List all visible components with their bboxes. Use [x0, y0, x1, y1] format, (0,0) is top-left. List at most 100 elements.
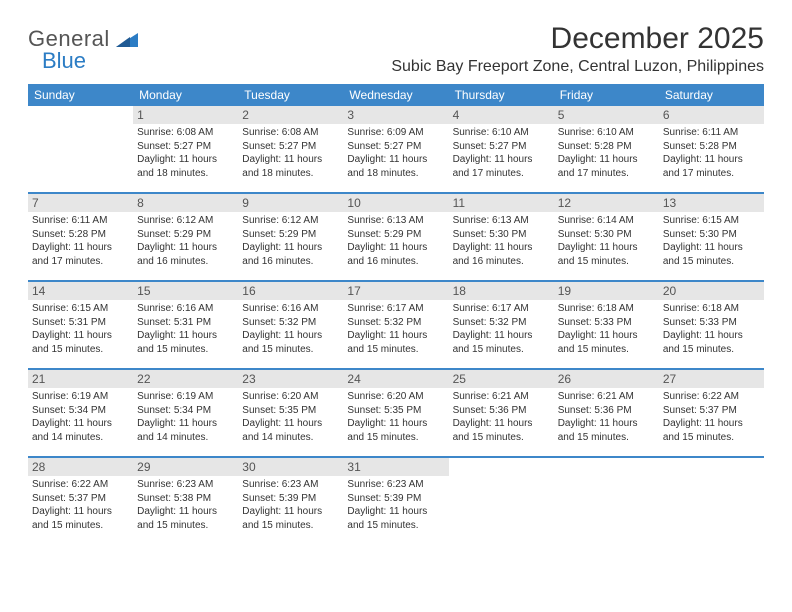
calendar-cell: 9Sunrise: 6:12 AMSunset: 5:29 PMDaylight…: [238, 194, 343, 280]
calendar-cell: 2Sunrise: 6:08 AMSunset: 5:27 PMDaylight…: [238, 106, 343, 192]
sunrise-line: Sunrise: 6:10 AM: [558, 126, 655, 140]
day-number: 3: [343, 106, 448, 124]
calendar-cell: 22 Sunrise: 6:19 AMSunset: 5:34 PMDayligh…: [133, 370, 238, 456]
calendar-cell: [659, 458, 764, 544]
sunset-line: Sunset: 5:34 PM: [32, 404, 129, 418]
sunrise-line: Sunrise: 6:22 AM: [32, 478, 129, 492]
calendar-cell: 16 Sunrise: 6:16 AMSunset: 5:32 PMDayligh…: [238, 282, 343, 368]
calendar-cell: 11Sunrise: 6:13 AMSunset: 5:30 PMDayligh…: [449, 194, 554, 280]
day-info: Sunrise: 6:18 AMSunset: 5:33 PMDaylight:…: [663, 302, 760, 356]
day-number: 2: [238, 106, 343, 124]
logo-triangle-icon: [116, 31, 138, 52]
calendar-cell: 25Sunrise: 6:21 AMSunset: 5:36 PMDayligh…: [449, 370, 554, 456]
day-info: Sunrise: 6:23 AMSunset: 5:39 PMDaylight:…: [347, 478, 444, 532]
calendar-cell: 12Sunrise: 6:14 AMSunset: 5:30 PMDayligh…: [554, 194, 659, 280]
day-info: Sunrise: 6:20 AMSunset: 5:35 PMDaylight:…: [242, 390, 339, 444]
sunrise-line: Sunrise: 6:18 AM: [558, 302, 655, 316]
sunset-line: Sunset: 5:32 PM: [453, 316, 550, 330]
daylight-line: Daylight: 11 hours and 15 minutes.: [347, 417, 444, 444]
day-info: Sunrise: 6:10 AMSunset: 5:27 PMDaylight:…: [453, 126, 550, 180]
calendar-cell: 14Sunrise: 6:15 AMSunset: 5:31 PMDayligh…: [28, 282, 133, 368]
daylight-line: Daylight: 11 hours and 15 minutes.: [242, 505, 339, 532]
sunset-line: Sunset: 5:32 PM: [347, 316, 444, 330]
day-number: 21: [28, 370, 133, 388]
calendar-cell: 26Sunrise: 6:21 AMSunset: 5:36 PMDayligh…: [554, 370, 659, 456]
day-number: 28: [28, 458, 133, 476]
day-number: 15: [133, 282, 238, 300]
sunset-line: Sunset: 5:39 PM: [347, 492, 444, 506]
daylight-line: Daylight: 11 hours and 17 minutes.: [453, 153, 550, 180]
day-number: 16: [238, 282, 343, 300]
sunrise-line: Sunrise: 6:09 AM: [347, 126, 444, 140]
day-info: Sunrise: 6:23 AMSunset: 5:39 PMDaylight:…: [242, 478, 339, 532]
page-header: General Blue December 2025 Subic Bay Fre…: [28, 22, 764, 76]
sunset-line: Sunset: 5:38 PM: [137, 492, 234, 506]
calendar-cell: 7 Sunrise: 6:11 AMSunset: 5:28 PMDaylight…: [28, 194, 133, 280]
sunset-line: Sunset: 5:37 PM: [663, 404, 760, 418]
day-number: 10: [343, 194, 448, 212]
sunset-line: Sunset: 5:27 PM: [453, 140, 550, 154]
calendar-week-row: 1Sunrise: 6:08 AMSunset: 5:27 PMDaylight…: [28, 106, 764, 192]
daylight-line: Daylight: 11 hours and 14 minutes.: [137, 417, 234, 444]
sunrise-line: Sunrise: 6:10 AM: [453, 126, 550, 140]
calendar-cell: 13Sunrise: 6:15 AMSunset: 5:30 PMDayligh…: [659, 194, 764, 280]
sunset-line: Sunset: 5:34 PM: [137, 404, 234, 418]
daylight-line: Daylight: 11 hours and 15 minutes.: [32, 505, 129, 532]
calendar-week-row: 21Sunrise: 6:19 AMSunset: 5:34 PMDayligh…: [28, 368, 764, 456]
calendar-cell: 3 Sunrise: 6:09 AMSunset: 5:27 PMDaylight…: [343, 106, 448, 192]
day-number: 22: [133, 370, 238, 388]
daylight-line: Daylight: 11 hours and 15 minutes.: [663, 417, 760, 444]
sunrise-line: Sunrise: 6:15 AM: [663, 214, 760, 228]
calendar-cell: 30 Sunrise: 6:23 AMSunset: 5:39 PMDayligh…: [238, 458, 343, 544]
brand-logo: General Blue: [28, 22, 138, 74]
day-info: Sunrise: 6:16 AMSunset: 5:32 PMDaylight:…: [242, 302, 339, 356]
day-header: Wednesday: [343, 84, 448, 106]
calendar-cell: 18Sunrise: 6:17 AMSunset: 5:32 PMDayligh…: [449, 282, 554, 368]
daylight-line: Daylight: 11 hours and 15 minutes.: [558, 329, 655, 356]
day-number: 23: [238, 370, 343, 388]
sunset-line: Sunset: 5:30 PM: [453, 228, 550, 242]
sunrise-line: Sunrise: 6:13 AM: [453, 214, 550, 228]
calendar-cell: 29Sunrise: 6:23 AMSunset: 5:38 PMDayligh…: [133, 458, 238, 544]
day-info: Sunrise: 6:23 AMSunset: 5:38 PMDaylight:…: [137, 478, 234, 532]
day-info: Sunrise: 6:13 AMSunset: 5:30 PMDaylight:…: [453, 214, 550, 268]
daylight-line: Daylight: 11 hours and 18 minutes.: [137, 153, 234, 180]
sunrise-line: Sunrise: 6:19 AM: [137, 390, 234, 404]
day-info: Sunrise: 6:18 AMSunset: 5:33 PMDaylight:…: [558, 302, 655, 356]
day-info: Sunrise: 6:11 AMSunset: 5:28 PMDaylight:…: [32, 214, 129, 268]
daylight-line: Daylight: 11 hours and 16 minutes.: [453, 241, 550, 268]
day-number: 6: [659, 106, 764, 124]
calendar-cell: 21Sunrise: 6:19 AMSunset: 5:34 PMDayligh…: [28, 370, 133, 456]
month-year-title: December 2025: [391, 22, 764, 56]
sunrise-line: Sunrise: 6:17 AM: [347, 302, 444, 316]
sunrise-line: Sunrise: 6:14 AM: [558, 214, 655, 228]
day-info: Sunrise: 6:17 AMSunset: 5:32 PMDaylight:…: [453, 302, 550, 356]
calendar-cell: 1Sunrise: 6:08 AMSunset: 5:27 PMDaylight…: [133, 106, 238, 192]
sunset-line: Sunset: 5:28 PM: [663, 140, 760, 154]
sunrise-line: Sunrise: 6:20 AM: [242, 390, 339, 404]
day-number: 17: [343, 282, 448, 300]
day-number: 20: [659, 282, 764, 300]
calendar-cell: [554, 458, 659, 544]
sunset-line: Sunset: 5:27 PM: [347, 140, 444, 154]
daylight-line: Daylight: 11 hours and 15 minutes.: [347, 505, 444, 532]
day-number: 30: [238, 458, 343, 476]
sunset-line: Sunset: 5:27 PM: [242, 140, 339, 154]
sunrise-line: Sunrise: 6:18 AM: [663, 302, 760, 316]
sunrise-line: Sunrise: 6:23 AM: [242, 478, 339, 492]
daylight-line: Daylight: 11 hours and 16 minutes.: [137, 241, 234, 268]
sunset-line: Sunset: 5:29 PM: [242, 228, 339, 242]
day-number: 4: [449, 106, 554, 124]
daylight-line: Daylight: 11 hours and 15 minutes.: [137, 505, 234, 532]
daylight-line: Daylight: 11 hours and 18 minutes.: [347, 153, 444, 180]
sunrise-line: Sunrise: 6:15 AM: [32, 302, 129, 316]
day-info: Sunrise: 6:15 AMSunset: 5:30 PMDaylight:…: [663, 214, 760, 268]
calendar-cell: 19Sunrise: 6:18 AMSunset: 5:33 PMDayligh…: [554, 282, 659, 368]
sunrise-line: Sunrise: 6:23 AM: [347, 478, 444, 492]
sunrise-line: Sunrise: 6:23 AM: [137, 478, 234, 492]
day-number: 7: [28, 194, 133, 212]
day-header: Sunday: [28, 84, 133, 106]
sunset-line: Sunset: 5:28 PM: [32, 228, 129, 242]
sunrise-line: Sunrise: 6:20 AM: [347, 390, 444, 404]
sunrise-line: Sunrise: 6:19 AM: [32, 390, 129, 404]
